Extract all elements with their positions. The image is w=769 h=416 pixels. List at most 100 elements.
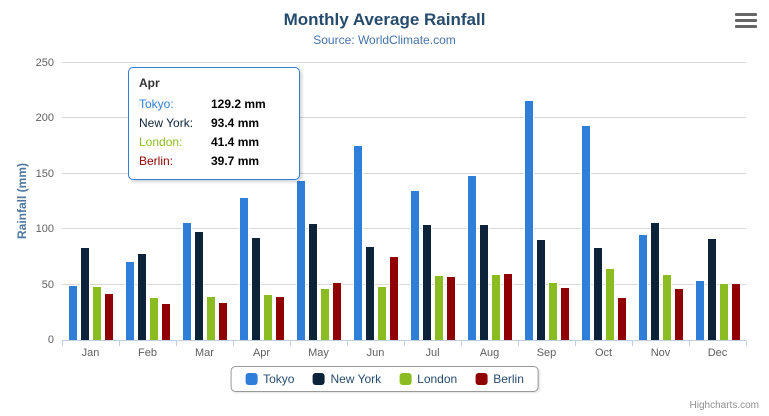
bar-new-york-nov[interactable] xyxy=(649,221,660,340)
legend-swatch-london xyxy=(399,373,412,385)
bar-new-york-apr[interactable] xyxy=(250,236,261,340)
y-axis-label-0: 0 xyxy=(47,334,54,346)
bar-berlin-feb[interactable] xyxy=(160,303,171,340)
bar-berlin-mar[interactable] xyxy=(217,301,228,340)
bar-new-york-sep[interactable] xyxy=(535,238,546,340)
bar-tokyo-dec[interactable] xyxy=(694,279,705,340)
credits-link[interactable]: Highcharts.com xyxy=(689,400,759,411)
bar-new-york-jun[interactable] xyxy=(364,246,375,340)
bar-group-jan xyxy=(62,63,119,340)
bar-tokyo-sep[interactable] xyxy=(523,100,534,340)
legend-item-london[interactable]: London xyxy=(399,372,457,386)
x-axis-label-dec: Dec xyxy=(707,347,728,359)
legend: Tokyo New York London Berlin xyxy=(230,366,539,392)
bar-london-nov[interactable] xyxy=(661,274,672,340)
bar-london-feb[interactable] xyxy=(148,297,159,340)
legend-swatch-berlin xyxy=(475,373,488,385)
x-axis-tick xyxy=(176,341,177,346)
legend-label-new-york: New York xyxy=(330,372,382,386)
hamburger-bar xyxy=(735,13,757,16)
x-axis-tick xyxy=(233,341,234,346)
legend-item-berlin[interactable]: Berlin xyxy=(475,372,524,386)
tooltip-series-value: 41.4 mm xyxy=(211,135,260,149)
bar-tokyo-jul[interactable] xyxy=(409,189,420,340)
bar-tokyo-nov[interactable] xyxy=(637,234,648,340)
x-axis-tick xyxy=(347,341,348,346)
x-axis-tick xyxy=(62,341,63,346)
x-axis-tick xyxy=(632,341,633,346)
bar-london-oct[interactable] xyxy=(604,267,615,340)
bar-london-jun[interactable] xyxy=(376,286,387,340)
bar-berlin-aug[interactable] xyxy=(502,273,513,340)
y-axis-label-250: 250 xyxy=(35,57,54,69)
bar-london-mar[interactable] xyxy=(205,296,216,340)
bar-new-york-oct[interactable] xyxy=(592,247,603,340)
tooltip-series-label: New York: xyxy=(139,116,194,130)
bar-london-aug[interactable] xyxy=(490,273,501,340)
x-axis-tick xyxy=(290,341,291,346)
bar-berlin-may[interactable] xyxy=(331,281,342,340)
bar-berlin-jan[interactable] xyxy=(103,293,114,340)
bar-london-sep[interactable] xyxy=(547,281,558,340)
tooltip-series-label: Tokyo: xyxy=(139,97,174,111)
bar-berlin-nov[interactable] xyxy=(673,288,684,340)
x-axis-tick xyxy=(575,341,576,346)
bar-berlin-jul[interactable] xyxy=(445,276,456,340)
x-axis-label-sep: Sep xyxy=(536,347,557,359)
x-axis-label-mar: Mar xyxy=(195,347,214,359)
legend-item-tokyo[interactable]: Tokyo xyxy=(245,372,294,386)
bar-berlin-dec[interactable] xyxy=(730,283,741,340)
gridline-100 xyxy=(62,228,746,230)
bar-new-york-mar[interactable] xyxy=(193,230,204,340)
bar-tokyo-jan[interactable] xyxy=(67,284,78,340)
tooltip-header: Apr xyxy=(139,76,160,90)
bar-group-mar xyxy=(176,63,233,340)
bar-tokyo-apr[interactable] xyxy=(238,196,249,340)
tooltip-rows: Tokyo: 129.2 mm New York: 93.4 mm London: 41.… xyxy=(139,95,289,171)
bar-london-dec[interactable] xyxy=(718,283,729,340)
bar-london-apr[interactable] xyxy=(262,294,273,340)
x-axis-label-nov: Nov xyxy=(650,347,671,359)
bar-new-york-may[interactable] xyxy=(307,222,318,340)
y-axis-label-50: 50 xyxy=(41,278,54,291)
bar-berlin-sep[interactable] xyxy=(559,287,570,340)
bar-tokyo-aug[interactable] xyxy=(466,175,477,340)
bar-new-york-dec[interactable] xyxy=(706,237,717,340)
bar-london-jul[interactable] xyxy=(433,274,444,340)
x-axis-tick xyxy=(404,341,405,346)
bar-new-york-jan[interactable] xyxy=(79,247,90,340)
bar-tokyo-mar[interactable] xyxy=(181,222,192,340)
bar-london-jan[interactable] xyxy=(91,285,102,340)
gridline-50 xyxy=(62,283,746,285)
bar-tokyo-feb[interactable] xyxy=(124,260,135,340)
bar-group-feb xyxy=(119,63,176,340)
bar-group-dec xyxy=(689,63,746,340)
tooltip-row-tokyo: Tokyo: 129.2 mm xyxy=(139,95,289,114)
tooltip-row-new-york: New York: 93.4 mm xyxy=(139,114,289,133)
tooltip-series-value: 93.4 mm xyxy=(211,116,260,130)
bar-new-york-feb[interactable] xyxy=(136,252,147,340)
x-axis-tick xyxy=(461,341,462,346)
gridline-250 xyxy=(62,62,746,63)
bar-tokyo-jun[interactable] xyxy=(352,145,363,340)
gridline-150 xyxy=(62,172,746,174)
tooltip: Apr Tokyo: 129.2 mm New York: 93.4 mm London… xyxy=(128,67,300,180)
y-axis-label-200: 200 xyxy=(35,112,54,125)
x-axis-label-feb: Feb xyxy=(138,347,157,359)
legend-item-new-york[interactable]: New York xyxy=(312,372,381,386)
bar-berlin-apr[interactable] xyxy=(274,296,285,340)
tooltip-row-berlin: Berlin: 39.7 mm xyxy=(139,152,289,171)
tooltip-series-value: 129.2 mm xyxy=(211,97,266,111)
bar-new-york-aug[interactable] xyxy=(478,224,489,340)
bar-tokyo-may[interactable] xyxy=(295,180,306,340)
bar-berlin-oct[interactable] xyxy=(616,296,627,340)
bar-london-may[interactable] xyxy=(319,287,330,340)
bar-new-york-jul[interactable] xyxy=(421,223,432,340)
hamburger-menu-icon[interactable] xyxy=(735,13,757,28)
x-axis-label-apr: Apr xyxy=(252,347,271,359)
x-axis-tick xyxy=(119,341,120,346)
y-axis-label-100: 100 xyxy=(35,223,54,236)
bar-berlin-jun[interactable] xyxy=(388,256,399,340)
bar-tokyo-oct[interactable] xyxy=(580,124,591,340)
plot-area xyxy=(62,62,746,341)
